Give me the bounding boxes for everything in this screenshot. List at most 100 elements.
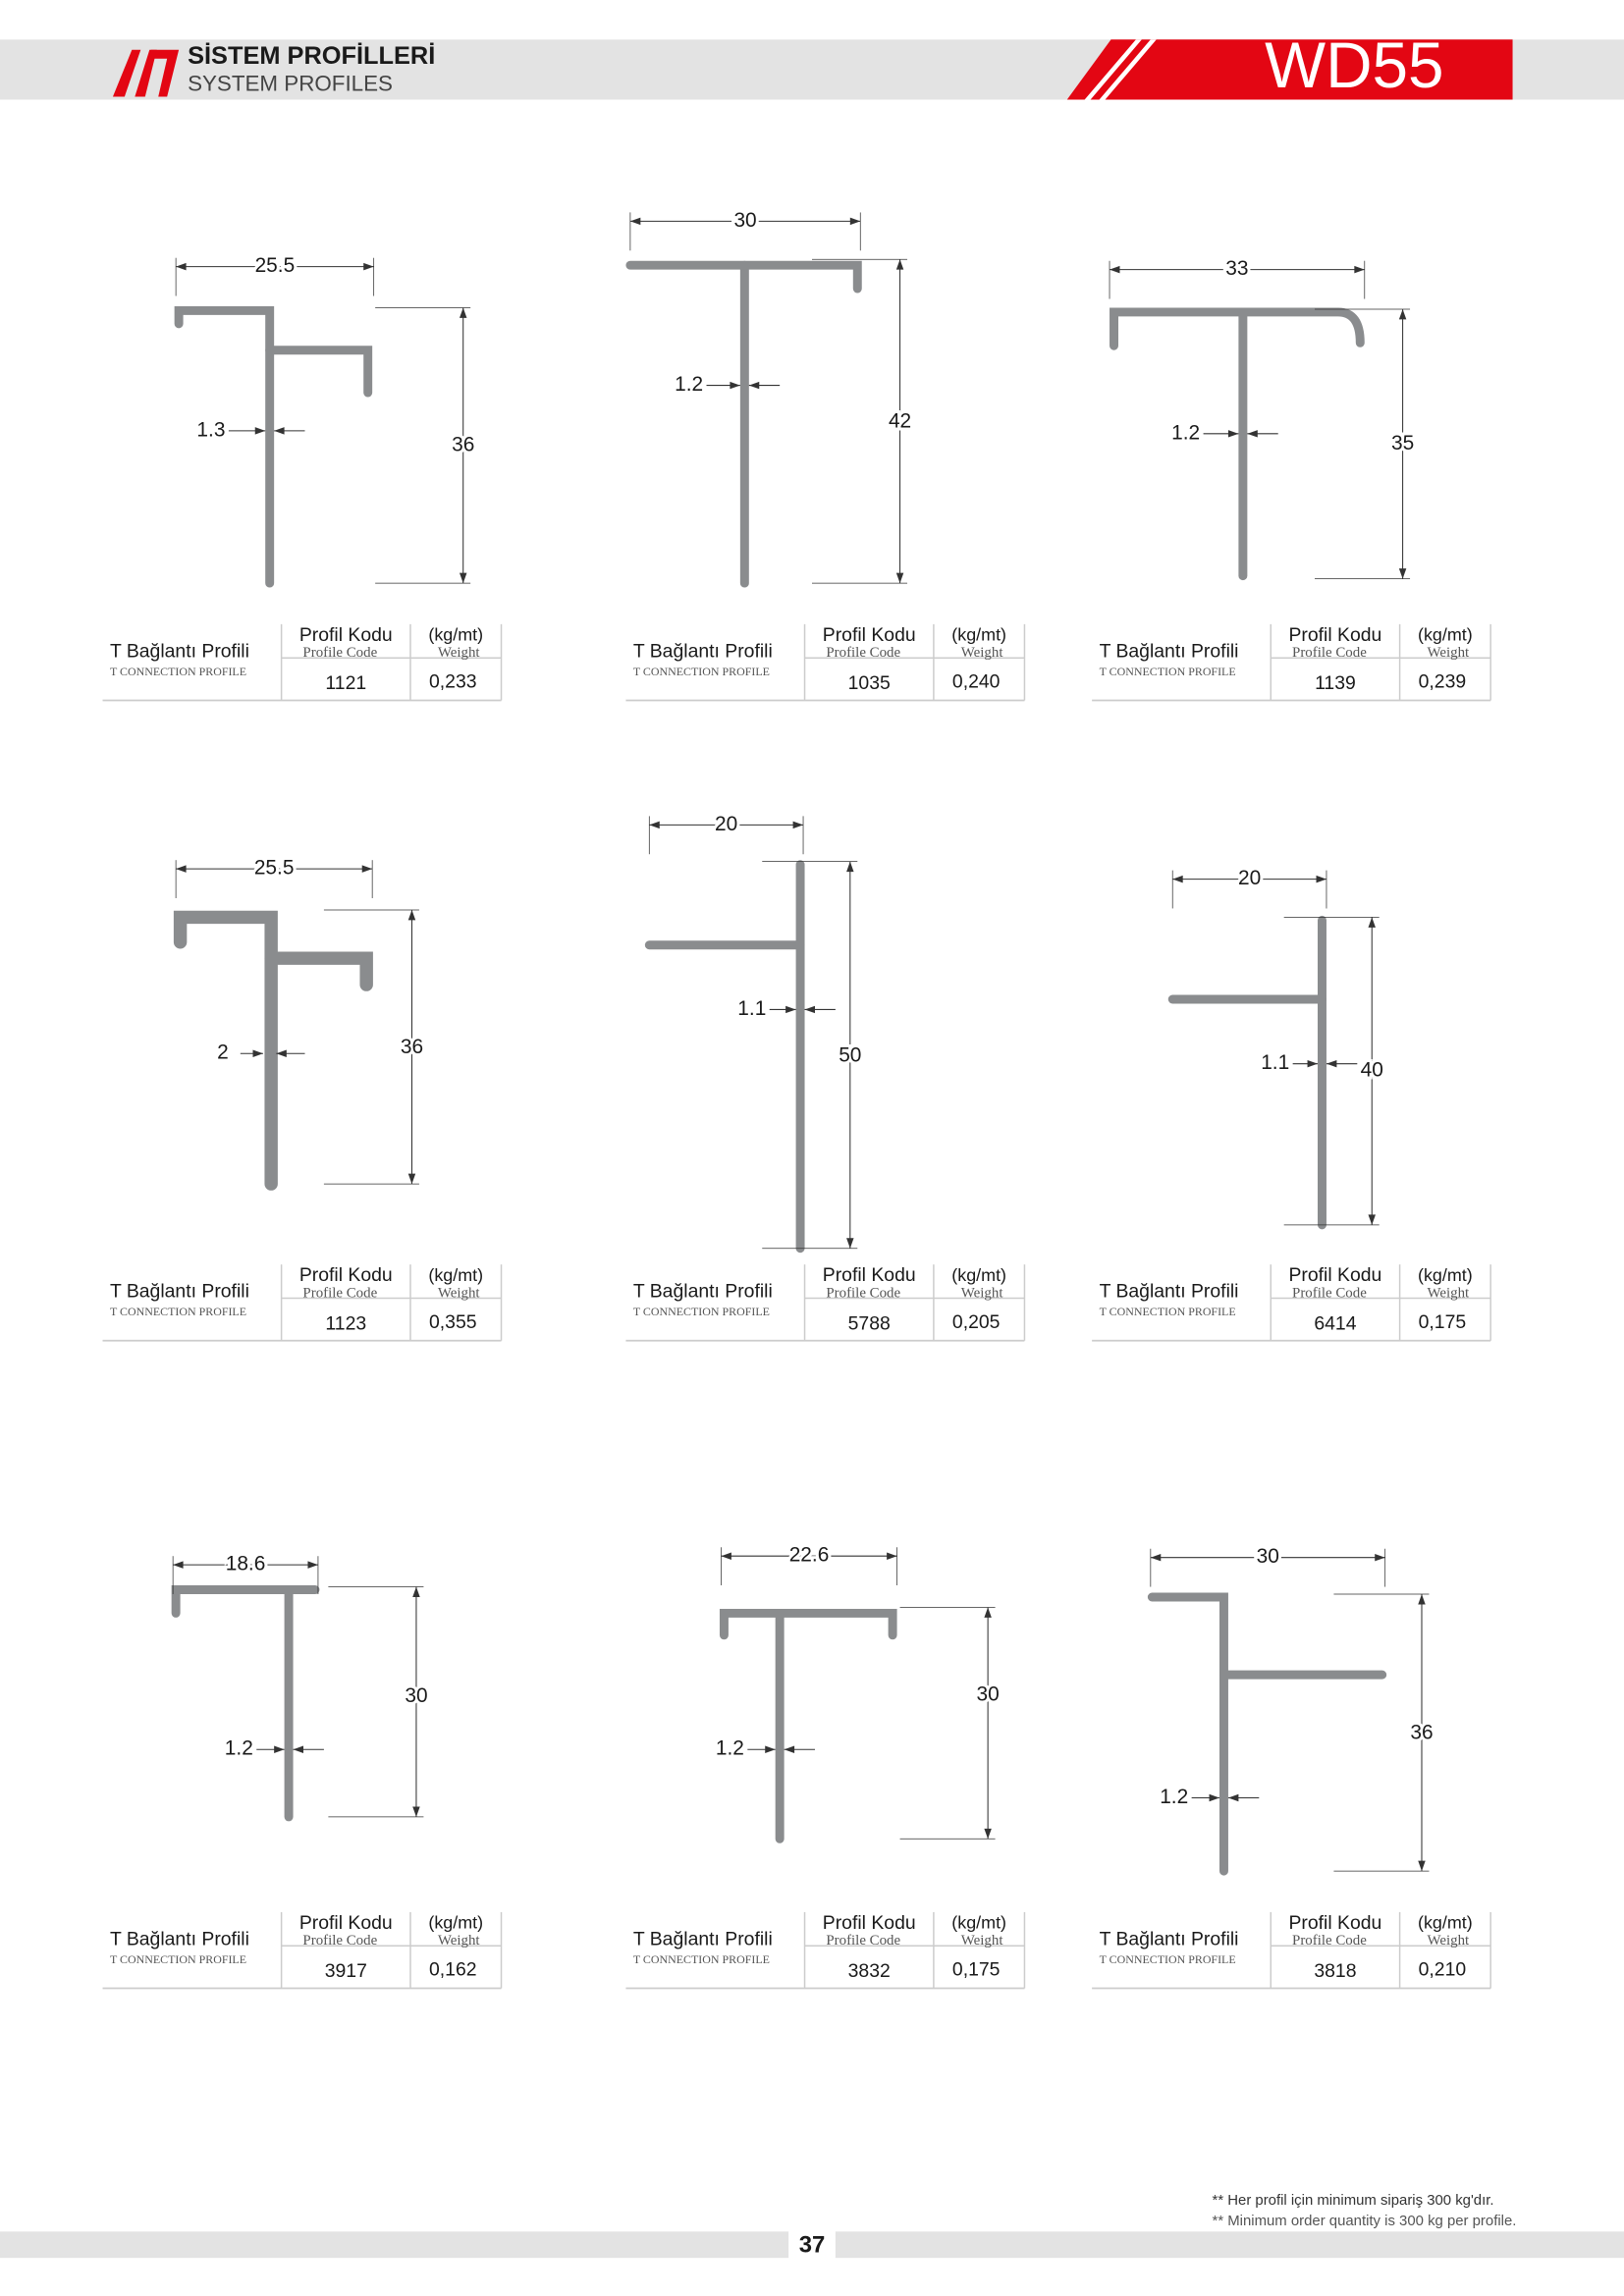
dimension-arrow: [887, 1552, 897, 1560]
dimension-arrow: [1227, 430, 1239, 438]
weight-label: (kg/mt): [1418, 1265, 1473, 1285]
dimension-arrow: [274, 1745, 285, 1753]
profile-card: 30 36 1.2 T Bağlantı Profili T CONNECTION PR…: [1092, 1542, 1491, 1990]
dimension-label: 40: [1361, 1059, 1383, 1082]
profile-code: 3818: [1314, 1960, 1356, 1982]
code-label-en: Profile Code: [1292, 1285, 1367, 1301]
profile-name-en: T CONNECTION PROFILE: [633, 1952, 770, 1966]
dimension-arrow: [765, 1745, 776, 1753]
dimension-label: 30: [1257, 1545, 1279, 1568]
profile-name: T Bağlantı Profili: [110, 1928, 249, 1949]
dimension-label: 20: [1238, 867, 1261, 889]
dimension-label: 30: [405, 1684, 427, 1707]
dimension-arrow: [649, 821, 660, 829]
dimension-label: 36: [401, 1036, 423, 1058]
dimension-arrow: [459, 572, 467, 584]
dimension-arrow: [293, 1745, 304, 1753]
dimension-arrow: [1172, 875, 1183, 883]
dimension-arrow: [1326, 1059, 1337, 1068]
dimension-arrow: [895, 572, 904, 584]
code-label: Profil Kodu: [823, 1912, 916, 1934]
profile-card: 30 42 1.2 T Bağlantı Profili T CONNECTION PR…: [625, 206, 1026, 702]
profile-code: 3832: [848, 1960, 891, 1982]
profile-name-en: T CONNECTION PROFILE: [110, 1952, 246, 1966]
profile-card: 33 35 1.2 T Bağlantı Profili T CONNECTION PR…: [1092, 254, 1491, 702]
profile-code: 3917: [325, 1960, 367, 1982]
dimension-label: 1.1: [737, 997, 766, 1020]
weight-label-en: Weight: [1428, 1285, 1471, 1301]
dimension-arrow: [984, 1607, 992, 1618]
profile-section: [625, 260, 862, 294]
profile-weight: 0,233: [429, 671, 477, 693]
dimension-label: 25.5: [255, 254, 296, 277]
dimension-arrow: [895, 259, 904, 270]
profile-name: T Bağlantı Profili: [633, 640, 773, 662]
dimension-arrow: [1227, 1793, 1239, 1802]
profile-weight: 0,210: [1419, 1959, 1467, 1981]
dimension-arrow: [173, 1561, 184, 1569]
profile-name-en: T CONNECTION PROFILE: [1100, 1305, 1236, 1318]
code-label: Profil Kodu: [299, 624, 393, 646]
weight-label-en: Weight: [438, 1933, 481, 1949]
dimension-arrow: [412, 1586, 420, 1598]
profile-section: [173, 910, 278, 1191]
dimension-arrow: [1368, 917, 1376, 928]
dimension-arrow: [721, 1552, 731, 1560]
profile-name: T Bağlantı Profili: [633, 1928, 773, 1949]
dimension-arrow: [1375, 1553, 1385, 1562]
dimension-arrow: [1398, 568, 1407, 579]
profile-name-en: T CONNECTION PROFILE: [633, 1305, 770, 1318]
dimension-label: 1.1: [1261, 1051, 1289, 1074]
code-label-en: Profile Code: [826, 645, 900, 661]
badge-stripe: [1099, 39, 1157, 100]
weight-label-en: Weight: [1428, 1933, 1471, 1949]
profile-weight: 0,239: [1419, 671, 1467, 693]
weight-label-en: Weight: [961, 645, 1004, 661]
logo: [112, 49, 180, 97]
header-title: SİSTEM PROFİLLERİ: [188, 42, 435, 70]
dimension-label: 33: [1225, 257, 1248, 280]
profile-name: T Bağlantı Profili: [1100, 640, 1239, 662]
profile-weight: 0,205: [952, 1311, 1001, 1333]
profile-name-en: T CONNECTION PROFILE: [110, 1305, 246, 1318]
profile-name: T Bağlantı Profili: [1100, 1928, 1239, 1949]
dimension-arrow: [785, 1005, 796, 1014]
profile-section: [174, 305, 275, 588]
dimension-arrow: [407, 909, 416, 921]
profile-weight: 0,240: [952, 671, 1001, 693]
profile-section: [171, 1585, 320, 1618]
series-badge: [1066, 39, 1513, 100]
code-label-en: Profile Code: [302, 1933, 377, 1949]
profile-card: 25.5 36 2 T Bağlantı Profili T CONNECTION PR…: [102, 854, 503, 1342]
profile-name-en: T CONNECTION PROFILE: [1100, 665, 1236, 678]
page-number: 37: [799, 2232, 826, 2259]
profile-code: 5788: [848, 1312, 891, 1334]
dimension-arrow: [1316, 875, 1326, 883]
dimension-label: 25.5: [254, 857, 295, 880]
dimension-arrow: [1110, 265, 1120, 274]
profile-name-en: T CONNECTION PROFILE: [110, 665, 246, 678]
weight-label-en: Weight: [961, 1285, 1004, 1301]
profile-weight: 0,175: [1419, 1311, 1467, 1333]
dimension-arrow: [252, 1049, 263, 1057]
dimension-label: 50: [839, 1044, 861, 1067]
dimension-arrow: [1209, 1793, 1219, 1802]
code-label: Profil Kodu: [1288, 1264, 1381, 1286]
header-subtitle: SYSTEM PROFILES: [188, 71, 393, 95]
dimension-label: 1.3: [196, 418, 225, 441]
profile-weight: 0,355: [429, 1311, 477, 1333]
profile-card: 25.5 36 1.3 T Bağlantı Profili T CONNECTION …: [102, 251, 503, 702]
profile-card: 20 50 1.1 T Bağlantı Profili T CONNECTION PR…: [625, 810, 1026, 1342]
dimension-arrow: [1418, 1860, 1426, 1872]
dimension-label: 1.2: [1171, 421, 1200, 444]
dimension-label: 22.6: [789, 1544, 830, 1567]
profile-name: T Bağlantı Profili: [110, 1281, 249, 1303]
dimension-label: 36: [1410, 1721, 1433, 1743]
dimension-label: 1.2: [225, 1737, 253, 1760]
weight-label: (kg/mt): [951, 1265, 1006, 1285]
dimension-label: 36: [452, 433, 474, 455]
dimension-arrow: [276, 1049, 287, 1057]
profile-code: 1139: [1315, 672, 1356, 694]
code-label-en: Profile Code: [302, 645, 377, 661]
